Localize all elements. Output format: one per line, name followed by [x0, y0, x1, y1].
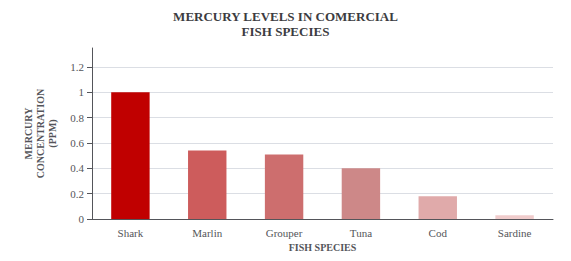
svg-text:1: 1 — [79, 86, 85, 98]
svg-text:(PPM): (PPM) — [47, 119, 59, 147]
svg-text:0.8: 0.8 — [70, 112, 84, 124]
svg-text:Cod: Cod — [429, 227, 448, 239]
svg-text:CONCENTRATION: CONCENTRATION — [35, 88, 46, 178]
svg-text:0.6: 0.6 — [70, 137, 84, 149]
svg-text:MERCURY: MERCURY — [23, 107, 34, 160]
svg-text:Grouper: Grouper — [266, 227, 303, 239]
svg-text:Shark: Shark — [118, 227, 144, 239]
svg-text:FISH SPECIES: FISH SPECIES — [242, 24, 330, 39]
svg-text:0.2: 0.2 — [70, 188, 84, 200]
svg-text:0.4: 0.4 — [70, 162, 84, 174]
svg-text:1.2: 1.2 — [70, 61, 84, 73]
svg-text:MERCURY LEVELS IN COMERCIAL: MERCURY LEVELS IN COMERCIAL — [173, 9, 398, 24]
svg-text:FISH SPECIES: FISH SPECIES — [289, 242, 357, 253]
svg-text:0: 0 — [79, 213, 85, 225]
svg-text:Marlin: Marlin — [192, 227, 222, 239]
svg-text:Sardine: Sardine — [498, 227, 532, 239]
svg-text:Tuna: Tuna — [350, 227, 372, 239]
